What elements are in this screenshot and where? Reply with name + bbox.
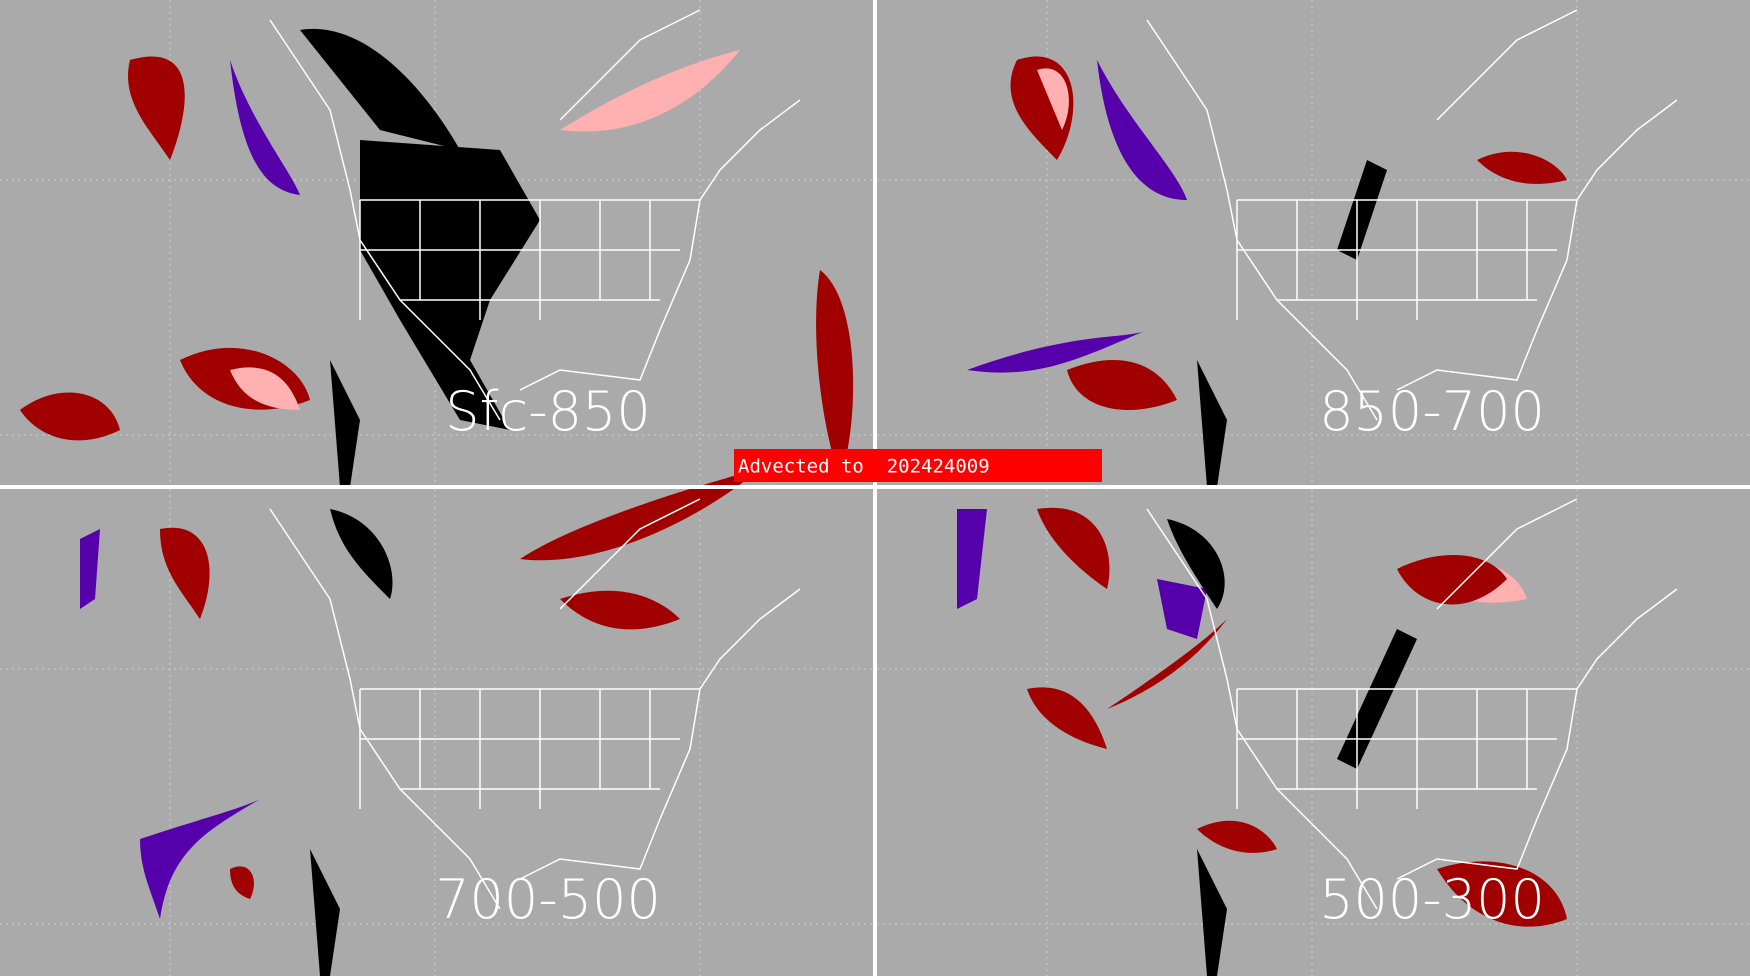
field-blob xyxy=(957,509,987,609)
panel-label: 850-700 xyxy=(1319,380,1545,443)
field-blob xyxy=(20,392,120,441)
field-blob xyxy=(230,367,300,410)
panel-label: 500-300 xyxy=(1319,868,1545,931)
field-blob xyxy=(300,28,460,150)
panel-background xyxy=(877,0,1750,487)
field-blob xyxy=(1067,360,1177,410)
field-blob xyxy=(1477,151,1567,184)
coastline xyxy=(1146,9,1678,421)
field-blob xyxy=(1157,579,1207,639)
coastline xyxy=(269,498,801,910)
banner-box xyxy=(734,449,1102,482)
coastline xyxy=(269,9,801,421)
state-borders xyxy=(1236,200,1557,320)
field-blob xyxy=(816,270,854,480)
field-blob xyxy=(310,849,340,976)
map-panel: Sfc-850 xyxy=(0,0,875,487)
field-blob xyxy=(967,330,1147,373)
field-blob xyxy=(1037,68,1069,130)
field-blob xyxy=(520,469,760,561)
panel-background xyxy=(877,489,1750,976)
state-borders xyxy=(359,200,680,320)
field-blob xyxy=(230,866,254,899)
field-blob xyxy=(1027,687,1107,749)
field-blob xyxy=(1197,849,1227,976)
banner-text: Advected to 202424009 xyxy=(738,456,990,478)
map-panel: 850-700 xyxy=(877,0,1750,487)
field-blob xyxy=(1197,360,1227,487)
coastline xyxy=(1146,498,1678,910)
field-blob xyxy=(1097,60,1187,200)
map-panel: 700-500 xyxy=(0,469,875,976)
field-blob xyxy=(140,799,260,919)
field-blob xyxy=(1437,861,1567,927)
field-blob xyxy=(1337,160,1387,260)
map-panel: 500-300 xyxy=(877,489,1750,976)
field-blob xyxy=(230,60,300,195)
panel-label: Sfc-850 xyxy=(445,380,651,443)
state-borders xyxy=(359,689,680,809)
field-blob xyxy=(160,527,210,619)
state-borders xyxy=(1236,689,1557,809)
panel-background xyxy=(0,489,875,976)
field-blob xyxy=(1197,820,1277,853)
field-blob xyxy=(1037,507,1110,589)
field-blob xyxy=(80,529,100,609)
field-blob xyxy=(560,590,680,630)
field-blob xyxy=(1167,519,1225,609)
field-blob xyxy=(560,50,740,132)
field-blob xyxy=(128,56,185,160)
field-blob xyxy=(360,140,540,430)
panel-label: 700-500 xyxy=(435,868,661,931)
field-blob xyxy=(330,360,360,487)
field-blob xyxy=(330,509,393,599)
